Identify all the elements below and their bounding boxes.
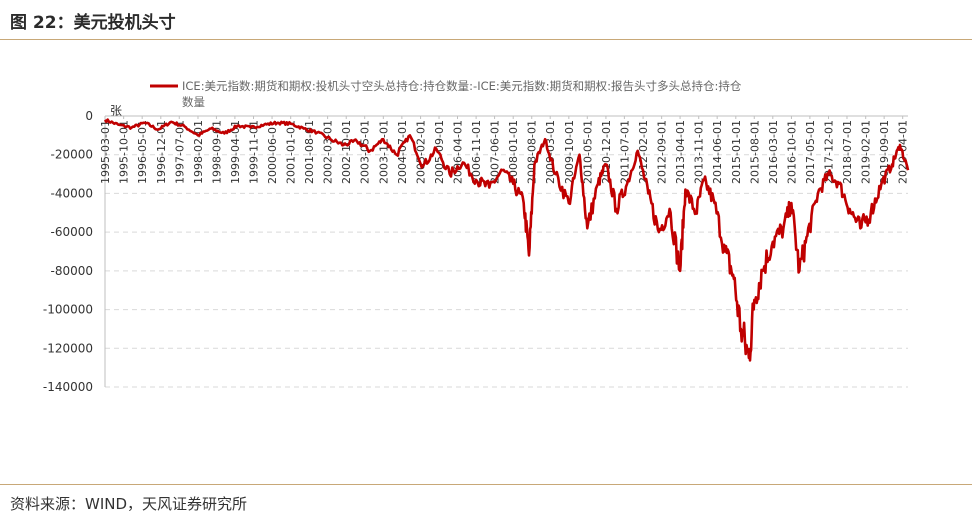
plot-area [103,118,910,362]
x-tick-label: 2013-11-01 [693,120,706,184]
series-line [103,118,910,362]
x-tick-label: 2004-07-01 [396,120,409,184]
x-tick-label: 2012-02-01 [637,120,650,184]
y-axis: 0 -20000 -40000 -60000 -80000 -100000 -120000 -… [43,104,122,394]
x-tick-label: 2019-02-01 [860,120,873,184]
source-note: 资料来源：WIND，天风证券研究所 [10,495,248,513]
x-tick-label: 2017-05-01 [804,120,817,184]
x-tick-label: 2002-10-01 [340,120,353,184]
x-tick-label: 2007-06-01 [489,120,502,184]
x-tick-label: 1999-04-01 [229,120,242,184]
chart: 0 -20000 -40000 -60000 -80000 -100000 -120000 -… [43,79,910,394]
y-tick-label: -40000 [50,186,93,200]
x-tick-label: 2013-04-01 [674,120,687,184]
x-tick-label: 1995-03-01 [99,120,112,184]
x-tick-label: 2012-09-01 [656,120,669,184]
x-tick-label: 2005-02-01 [415,120,428,184]
x-tick-label: 2006-04-01 [451,120,464,184]
y-tick-label: -80000 [50,264,93,278]
legend-label: 数量 [182,95,205,109]
x-tick-label: 2001-01-01 [285,120,298,184]
y-tick-label: -140000 [43,380,93,394]
x-tick-label: 2006-11-01 [470,120,483,184]
x-tick-label: 2009-10-01 [563,120,576,184]
x-tick-label: 2001-08-01 [303,120,316,184]
y-unit-label: 张 [110,104,122,118]
y-tick-label: 0 [85,109,93,123]
x-tick-label: 2008-01-01 [507,120,520,184]
x-tick-label: 2003-05-01 [359,120,372,184]
x-tick-label: 1997-07-01 [173,120,186,184]
y-tick-label: -120000 [43,341,93,355]
x-tick-label: 2011-07-01 [618,120,631,184]
x-tick-label: 2000-06-01 [266,120,279,184]
x-tick-label: 2016-10-01 [785,120,798,184]
x-tick-label: 2016-03-01 [767,120,780,184]
x-tick-label: 2017-12-01 [823,120,836,184]
x-tick-label: 2014-06-01 [711,120,724,184]
x-tick-label: 1998-09-01 [210,120,223,184]
x-tick-label: 1998-02-01 [192,120,205,184]
x-tick-label: 2008-08-01 [526,120,539,184]
x-axis: 1995-03-01 1995-10-01 1996-05-01 1996-12-01… [99,115,910,184]
chart-legend: ICE:美元指数:期货和期权:投机头寸空头总持仓:持仓数量:-ICE:美元指数:… [150,79,742,109]
x-tick-label: 2002-03-01 [322,120,335,184]
chart-grid [105,154,908,388]
x-tick-label: 2010-05-01 [581,120,594,184]
x-tick-label: 2003-12-01 [377,120,390,184]
x-tick-label: 1995-10-01 [118,120,131,184]
page-title: 图 22：美元投机头寸 [10,13,176,33]
footer-divider [0,484,972,485]
x-tick-label: 2018-07-01 [841,120,854,184]
x-tick-label: 1999-11-01 [248,120,261,184]
y-tick-label: -60000 [50,225,93,239]
y-tick-label: -100000 [43,303,93,317]
x-tick-label: 1996-12-01 [155,120,168,184]
legend-label: ICE:美元指数:期货和期权:投机头寸空头总持仓:持仓数量:-ICE:美元指数:… [182,79,742,93]
y-tick-label: -20000 [50,148,93,162]
x-tick-label: 2015-08-01 [748,120,761,184]
x-tick-label: 2015-01-01 [730,120,743,184]
x-tick-label: 1996-05-01 [136,120,149,184]
title-divider [0,39,972,40]
